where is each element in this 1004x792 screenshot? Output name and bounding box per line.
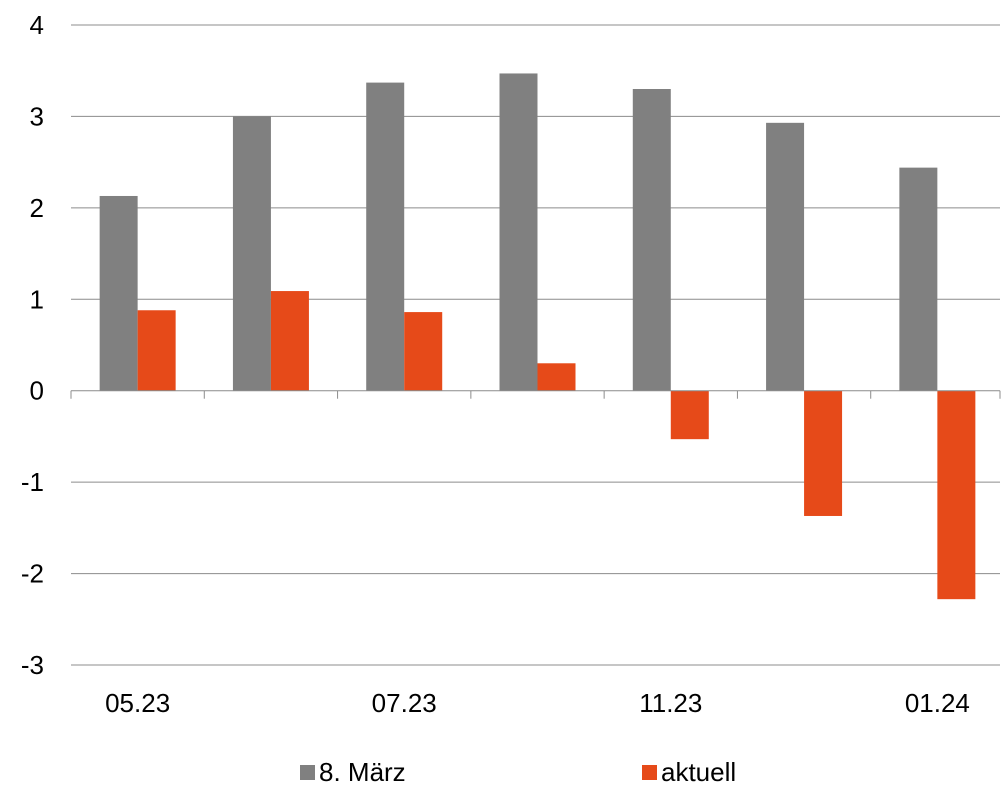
bar-series-2 xyxy=(670,390,709,440)
bar-series-1 xyxy=(99,195,138,391)
y-tick-label: 0 xyxy=(30,376,44,406)
bar-series-1 xyxy=(499,73,538,391)
bar-series-2 xyxy=(804,390,843,516)
legend-label: aktuell xyxy=(661,757,736,787)
y-tick-label: 3 xyxy=(30,101,44,131)
bar-series-2 xyxy=(404,312,443,391)
x-axis xyxy=(70,390,1001,399)
bars xyxy=(99,73,976,600)
x-tick-label: 11.23 xyxy=(639,688,702,718)
y-tick-label: 1 xyxy=(30,284,44,314)
y-axis-tick-labels: 4 3 2 1 0 -1 -2 -3 xyxy=(21,10,44,680)
bar-series-1 xyxy=(899,167,938,391)
x-axis-tick-labels: 05.23 07.23 11.23 01.24 xyxy=(105,688,970,718)
bar-series-2 xyxy=(270,291,309,391)
bar-series-1 xyxy=(366,82,405,391)
y-tick-label: 2 xyxy=(30,193,44,223)
bar-series-2 xyxy=(537,363,576,391)
bar-series-1 xyxy=(232,116,271,391)
bar-series-1 xyxy=(766,122,805,391)
y-tick-label: 4 xyxy=(30,10,44,40)
y-tick-label: -2 xyxy=(21,559,44,589)
x-tick-label: 07.23 xyxy=(372,688,437,718)
x-tick-label: 05.23 xyxy=(105,688,170,718)
legend-swatch xyxy=(300,765,315,780)
y-tick-label: -1 xyxy=(21,467,44,497)
bar-series-1 xyxy=(632,89,671,391)
legend: 8. März aktuell xyxy=(300,757,736,787)
y-tick-label: -3 xyxy=(21,650,44,680)
legend-swatch xyxy=(642,765,657,780)
bar-series-2 xyxy=(937,390,976,600)
legend-label: 8. März xyxy=(319,757,406,787)
x-tick-label: 01.24 xyxy=(905,688,970,718)
bar-series-2 xyxy=(137,310,176,391)
